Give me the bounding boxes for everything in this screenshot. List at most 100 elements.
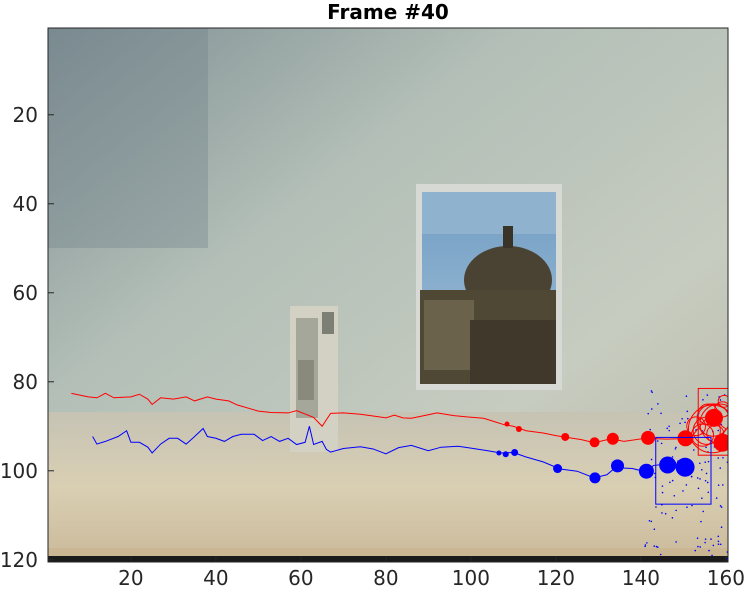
- particle-dot: [664, 512, 667, 515]
- particle-dot: [697, 545, 699, 548]
- y-tick-label: 60: [13, 281, 38, 305]
- particle-dot: [650, 408, 653, 410]
- particle-dot: [675, 509, 677, 512]
- particle-dot: [692, 449, 695, 451]
- particle-dot: [701, 468, 703, 471]
- particle-dot: [671, 479, 674, 482]
- particle-dot: [690, 475, 693, 478]
- particle-dot: [708, 549, 710, 552]
- y-tick-label: 120: [0, 548, 38, 572]
- particle-dot: [711, 554, 713, 557]
- particle-dot: [671, 456, 674, 458]
- particle-dot: [655, 545, 658, 548]
- x-tick-label: 160: [707, 566, 744, 590]
- x-tick-label: 60: [288, 566, 313, 590]
- particle-dot: [717, 540, 720, 543]
- particle-dot: [668, 425, 670, 428]
- x-tick-label: 40: [203, 566, 228, 590]
- track-point: [677, 430, 694, 447]
- particle-dot: [686, 506, 688, 508]
- track-point: [704, 408, 723, 427]
- y-tick-label: 100: [0, 459, 38, 483]
- particle-dot: [719, 467, 722, 469]
- particle-dot: [674, 448, 677, 450]
- x-tick-label: 80: [373, 566, 398, 590]
- particle-dot: [717, 429, 720, 432]
- particle-dot: [659, 553, 662, 556]
- particle-dot: [725, 557, 728, 560]
- y-tick-label: 40: [13, 192, 38, 216]
- hypothesis-circle: [686, 416, 706, 437]
- particle-dot: [679, 422, 681, 425]
- particle-dot: [649, 428, 651, 431]
- particle-dot: [705, 446, 707, 449]
- tracking-overlay: [71, 387, 728, 560]
- particle-dot: [686, 410, 689, 413]
- x-tick-label: 20: [118, 566, 143, 590]
- particle-dot: [681, 417, 683, 420]
- particle-dot: [699, 546, 701, 548]
- track-point: [561, 432, 570, 441]
- y-tick-label: 80: [13, 370, 38, 394]
- particle-dot: [722, 456, 724, 459]
- y-tick-label: 20: [13, 103, 38, 127]
- particle-dot: [720, 526, 723, 529]
- track-point: [611, 459, 624, 473]
- particle-dot: [720, 506, 723, 508]
- particle-dot: [710, 538, 712, 540]
- particle-dot: [660, 442, 663, 445]
- particle-dot: [717, 484, 720, 486]
- particle-dot: [682, 490, 684, 492]
- particle-dot: [656, 440, 659, 442]
- track-point: [502, 451, 509, 458]
- particle-dot: [702, 510, 704, 513]
- particle-dot: [719, 543, 722, 546]
- particle-dot: [668, 429, 671, 432]
- particle-dot: [647, 412, 649, 415]
- particle-dot: [660, 412, 662, 415]
- particle-dot: [656, 546, 659, 548]
- particle-dot: [655, 506, 657, 508]
- particle-dot: [704, 541, 706, 544]
- particle-dot: [675, 446, 677, 449]
- particle-dot: [666, 427, 668, 430]
- y-axis: 20 40 60 80 100 120: [0, 103, 54, 572]
- tracking-box: [655, 436, 712, 505]
- particle-dot: [704, 461, 707, 463]
- particle-dot: [644, 545, 646, 548]
- x-tick-label: 120: [537, 566, 575, 590]
- particle-dot: [700, 520, 702, 523]
- track-point: [675, 457, 695, 477]
- particle-dot: [650, 390, 653, 392]
- chart-title: Frame #40: [327, 0, 449, 24]
- particle-dot: [706, 394, 709, 396]
- particle-dot: [661, 491, 664, 494]
- particle-dot: [694, 549, 697, 552]
- particle-dot: [715, 497, 718, 499]
- particle-dot: [698, 462, 701, 465]
- particle-dot: [685, 395, 688, 398]
- x-axis: 20 40 60 80 100 120 140 160: [118, 556, 744, 590]
- particle-dot: [704, 538, 707, 540]
- track-point: [638, 463, 654, 479]
- particle-dot: [646, 542, 648, 544]
- particle-dot: [675, 541, 677, 543]
- x-tick-label: 140: [622, 566, 660, 590]
- particle-dot: [650, 520, 653, 523]
- particle-dot: [684, 421, 686, 424]
- background-frame-image: [48, 28, 728, 562]
- particle-dot: [644, 544, 647, 546]
- poster: [416, 184, 562, 390]
- track-point: [589, 437, 600, 448]
- particle-dot: [719, 399, 722, 401]
- particle-dot: [701, 497, 703, 500]
- particle-dot: [653, 528, 656, 530]
- particle-dot: [653, 545, 656, 547]
- track-point: [515, 425, 522, 432]
- track-point: [553, 464, 563, 474]
- tracking-box: [697, 387, 728, 456]
- particle-dot: [707, 460, 710, 463]
- particle-dot: [685, 484, 688, 486]
- particle-dot: [691, 504, 693, 507]
